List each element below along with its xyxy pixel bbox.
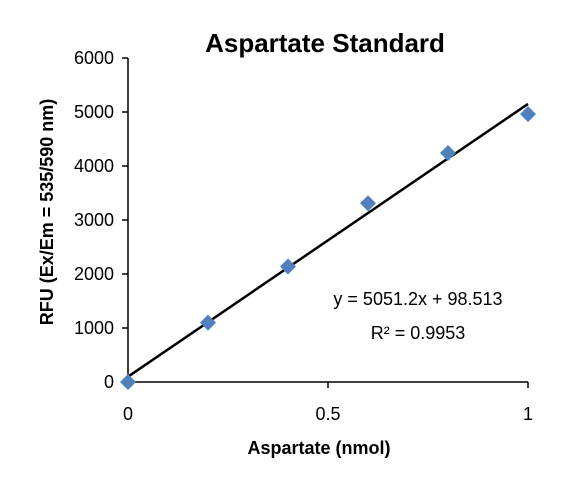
x-tick-label: 0.5 [315, 404, 340, 424]
y-axis-label: RFU (Ex/Em = 535/590 nm) [37, 99, 57, 326]
x-axis-ticks: 0 0.5 1 [123, 382, 533, 424]
trendline-group [127, 102, 529, 378]
y-tick-label: 1000 [74, 318, 114, 338]
y-tick-label: 0 [104, 372, 114, 392]
y-tick-label: 2000 [74, 264, 114, 284]
data-point [200, 314, 216, 331]
chart-title: Aspartate Standard [205, 28, 445, 58]
trendline-equation: y = 5051.2x + 98.513 [333, 289, 502, 309]
trendline [127, 102, 529, 378]
x-tick-label: 1 [523, 404, 533, 424]
y-tick-label: 6000 [74, 48, 114, 68]
x-tick-label: 0 [123, 404, 133, 424]
y-tick-label: 5000 [74, 102, 114, 122]
y-axis-ticks: 0 1000 2000 3000 4000 5000 6000 [74, 48, 128, 392]
data-point [520, 106, 536, 123]
r-squared-label: R² = 0.9953 [371, 323, 466, 343]
data-points [120, 106, 536, 390]
y-tick-label: 4000 [74, 156, 114, 176]
data-point [120, 374, 136, 390]
y-tick-label: 3000 [74, 210, 114, 230]
data-point [440, 145, 456, 162]
x-axis-label: Aspartate (nmol) [247, 438, 390, 458]
data-point [280, 258, 296, 275]
data-point [360, 195, 376, 212]
